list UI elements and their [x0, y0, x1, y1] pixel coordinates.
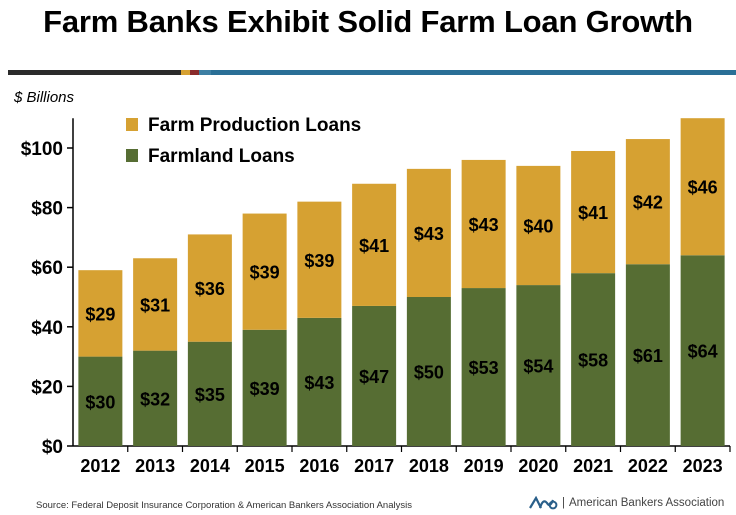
- legend-swatch: [126, 118, 138, 131]
- data-label-farmland: $39: [250, 379, 280, 399]
- legend-swatch: [126, 149, 138, 162]
- x-tick-label: 2017: [354, 456, 394, 476]
- bar-farmland: [187, 341, 232, 446]
- bar-farm-production: [187, 234, 232, 342]
- chart-title: Farm Banks Exhibit Solid Farm Loan Growt…: [43, 4, 693, 39]
- bar-farmland: [406, 297, 451, 446]
- bar-farm-production: [406, 168, 451, 297]
- divider-segment: [181, 70, 190, 75]
- data-label-farm-production: $43: [414, 224, 444, 244]
- bar-farmland: [516, 285, 561, 446]
- data-label-farmland: $30: [85, 392, 115, 412]
- legend-label: Farm Production Loans: [148, 115, 361, 136]
- data-label-farmland: $32: [140, 389, 170, 409]
- bar-farm-production: [516, 165, 561, 286]
- title-divider: [8, 70, 736, 75]
- bar-farmland: [297, 317, 342, 446]
- data-label-farmland: $43: [304, 373, 334, 393]
- x-tick-label: 2022: [628, 456, 668, 476]
- data-label-farm-production: $39: [250, 263, 280, 283]
- x-tick-label: 2021: [573, 456, 613, 476]
- y-tick-label: $20: [31, 377, 63, 398]
- data-label-farmland: $35: [195, 385, 225, 405]
- data-label-farm-production: $40: [523, 216, 553, 236]
- x-tick-label: 2015: [245, 456, 285, 476]
- bar-farmland: [78, 356, 123, 446]
- bar-farmland: [461, 288, 506, 446]
- brand-separator: |: [562, 497, 565, 509]
- bar-farm-production: [571, 150, 616, 274]
- brand-name: American Bankers Association: [569, 497, 725, 509]
- x-tick-label: 2020: [518, 456, 558, 476]
- bar-farm-production: [297, 201, 342, 318]
- data-label-farmland: $54: [523, 357, 553, 377]
- y-tick-label: $60: [31, 258, 63, 279]
- divider-segment: [190, 70, 199, 75]
- data-label-farm-production: $36: [195, 279, 225, 299]
- bar-farm-production: [625, 139, 670, 265]
- data-label-farm-production: $39: [304, 251, 334, 271]
- data-label-farm-production: $41: [359, 236, 389, 256]
- bar-farmland: [133, 350, 178, 446]
- data-label-farmland: $61: [633, 346, 663, 366]
- bar-farmland: [625, 264, 670, 446]
- brand-footer: | American Bankers Association: [528, 496, 724, 510]
- data-label-farm-production: $41: [578, 203, 608, 223]
- bar-farm-production: [680, 118, 725, 256]
- divider-segment: [8, 70, 181, 75]
- data-label-farm-production: $43: [469, 215, 499, 235]
- bar-farmland: [242, 329, 287, 446]
- x-tick-label: 2016: [299, 456, 339, 476]
- x-tick-label: 2012: [80, 456, 120, 476]
- bar-farm-production: [461, 159, 506, 289]
- bar-farm-production: [78, 270, 123, 357]
- data-label-farmland: $64: [688, 342, 718, 362]
- y-tick-label: $0: [42, 437, 63, 458]
- stacked-bar-chart: $0 $20 $40 $60 $80 $100 $30 $29 2012 $32 $31 2013 $3…: [21, 115, 731, 476]
- bar-farm-production: [352, 183, 397, 306]
- x-tick-label: 2014: [190, 456, 230, 476]
- divider-segment: [211, 70, 736, 75]
- y-tick-label: $40: [31, 318, 63, 339]
- legend-label: Farmland Loans: [148, 146, 295, 167]
- y-axis-unit-label: $ Billions: [14, 89, 75, 106]
- data-label-farm-production: $42: [633, 193, 663, 213]
- y-tick-label: $100: [21, 139, 63, 160]
- data-label-farm-production: $31: [140, 295, 170, 315]
- bar-farmland: [680, 255, 725, 446]
- x-tick-label: 2018: [409, 456, 449, 476]
- data-label-farm-production: $29: [85, 304, 115, 324]
- divider-segment: [199, 70, 211, 75]
- bar-farm-production: [242, 213, 287, 330]
- x-tick-label: 2019: [464, 456, 504, 476]
- aba-logo-icon: [529, 496, 558, 510]
- data-label-farmland: $53: [469, 358, 499, 378]
- y-tick-label: $80: [31, 199, 63, 220]
- data-label-farm-production: $46: [688, 178, 718, 198]
- source-note: Source: Federal Deposit Insurance Corpor…: [36, 500, 412, 511]
- data-label-farmland: $58: [578, 351, 608, 371]
- x-tick-label: 2023: [683, 456, 723, 476]
- bar-farmland: [352, 305, 397, 446]
- data-label-farmland: $47: [359, 367, 389, 387]
- x-tick-label: 2013: [135, 456, 175, 476]
- bar-farm-production: [133, 258, 178, 351]
- data-label-farmland: $50: [414, 363, 444, 383]
- bar-farmland: [571, 273, 616, 446]
